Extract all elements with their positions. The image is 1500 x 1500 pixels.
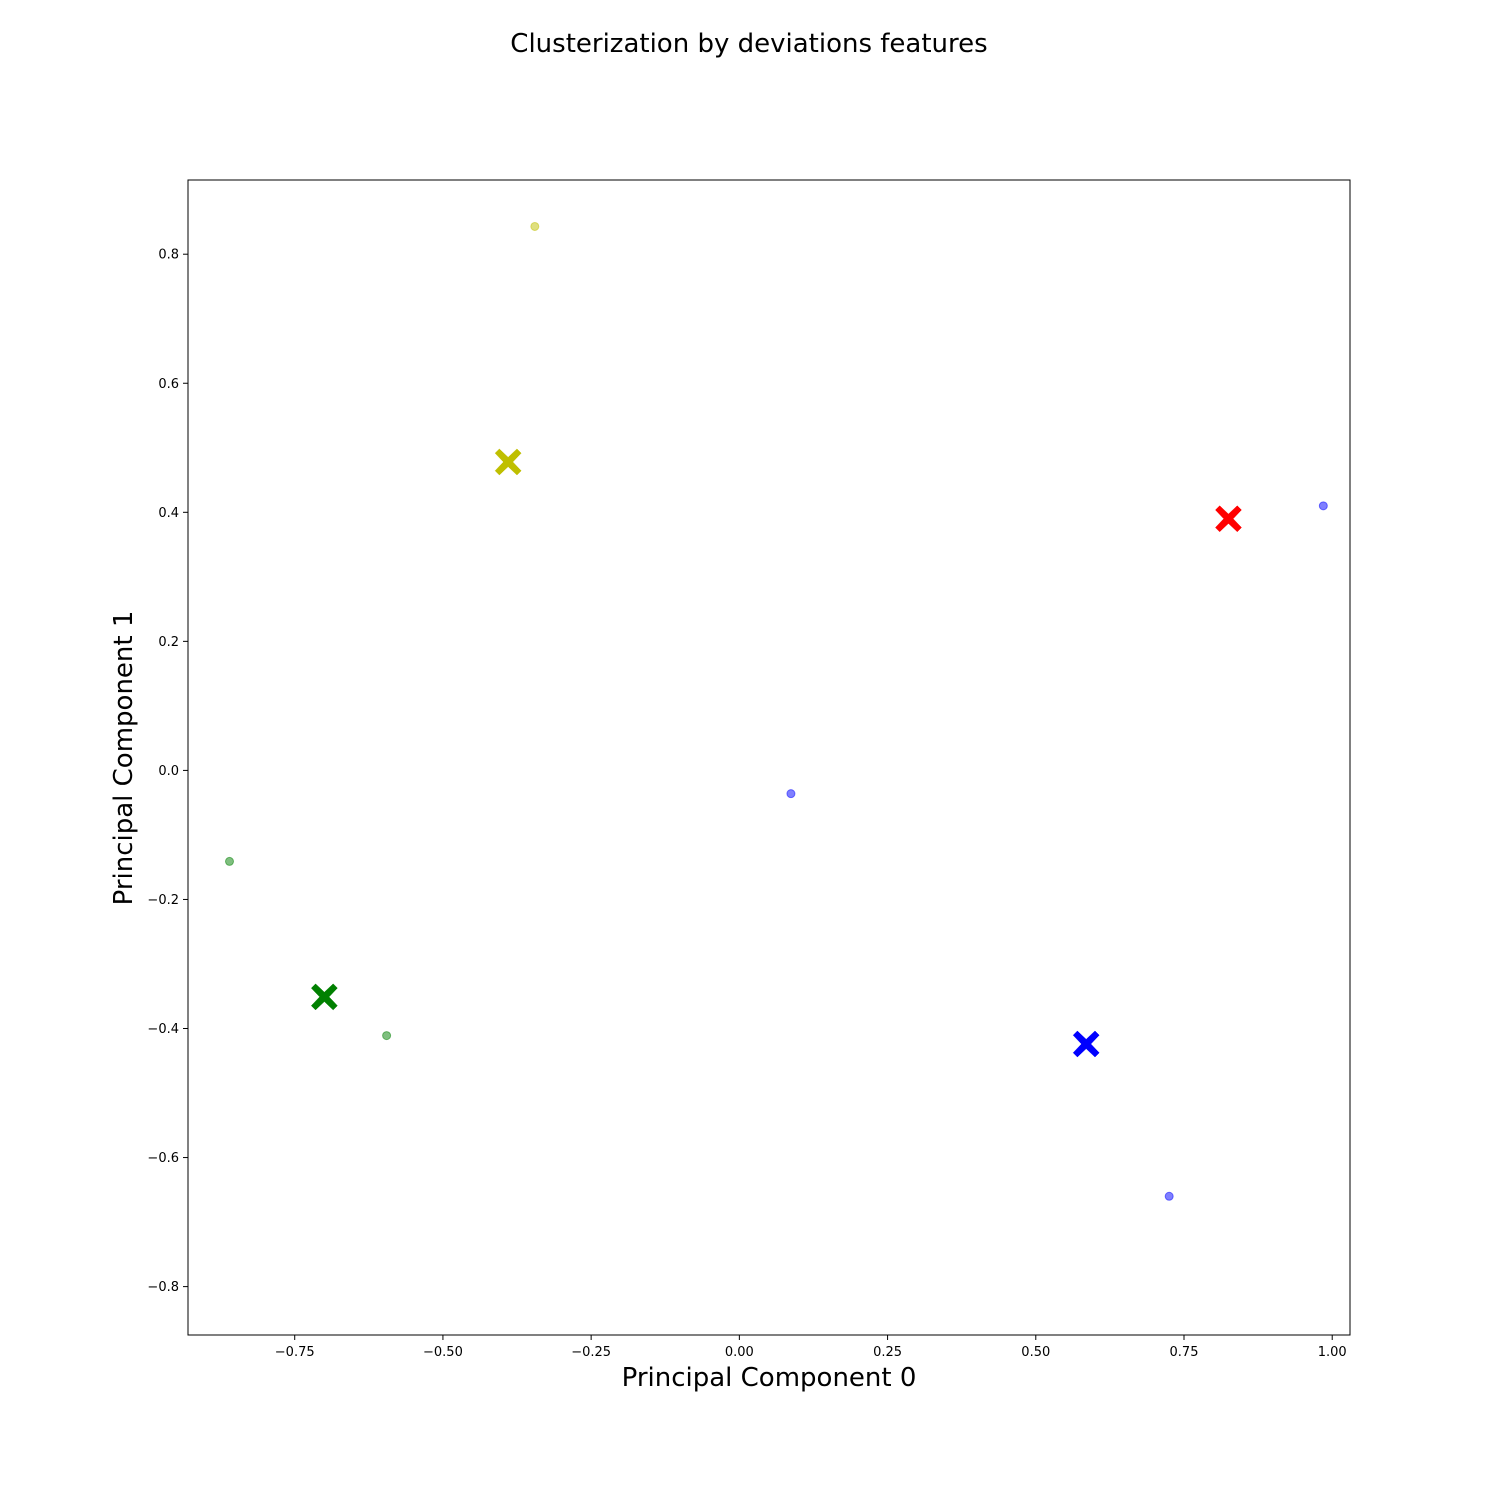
y-axis-ticks: 0.8 0.6 0.4 0.2 0.0 −0.2 −0.4 −0.6 −0.8: [147, 248, 188, 1295]
x-tick-label: 0.25: [873, 1345, 902, 1360]
x-tick-label: 0.75: [1170, 1345, 1199, 1360]
x-tick-label: −0.75: [275, 1345, 315, 1360]
y-tick-label: −0.8: [147, 1280, 179, 1295]
x-tick-label: 1.00: [1318, 1345, 1347, 1360]
data-point: [530, 221, 540, 231]
x-axis-ticks: −0.75 −0.50 −0.25 0.00 0.25 0.50 0.75 1.00: [275, 1335, 1347, 1360]
data-point: [1164, 1191, 1174, 1201]
y-axis-title: Principal Component 1: [109, 611, 139, 906]
y-tick-label: −0.6: [147, 1151, 179, 1166]
plot-frame: [187, 179, 1351, 1336]
data-points: [225, 221, 1328, 1201]
x-tick-label: 0.00: [725, 1345, 754, 1360]
y-tick-label: 0.8: [158, 248, 179, 263]
x-tick-label: 0.50: [1021, 1345, 1050, 1360]
centroid-marker: [1215, 505, 1242, 533]
data-point: [1318, 501, 1328, 511]
data-point: [786, 789, 796, 799]
centroid-marker: [311, 983, 338, 1011]
x-tick-label: −0.50: [423, 1345, 463, 1360]
cluster-centroids: [311, 448, 1242, 1058]
x-axis-title: Principal Component 0: [622, 1363, 917, 1393]
y-tick-label: 0.0: [158, 764, 179, 779]
centroid-marker: [494, 448, 522, 476]
y-tick-label: −0.2: [147, 893, 179, 908]
data-point: [225, 856, 234, 866]
y-tick-label: −0.4: [147, 1022, 179, 1037]
x-tick-label: −0.25: [571, 1345, 611, 1360]
y-tick-label: 0.6: [158, 377, 179, 392]
y-tick-label: 0.4: [158, 506, 179, 521]
chart-title: Clusterization by deviations features: [510, 29, 987, 59]
y-tick-label: 0.2: [158, 635, 179, 650]
centroid-marker: [1072, 1030, 1100, 1058]
data-point: [382, 1031, 392, 1041]
